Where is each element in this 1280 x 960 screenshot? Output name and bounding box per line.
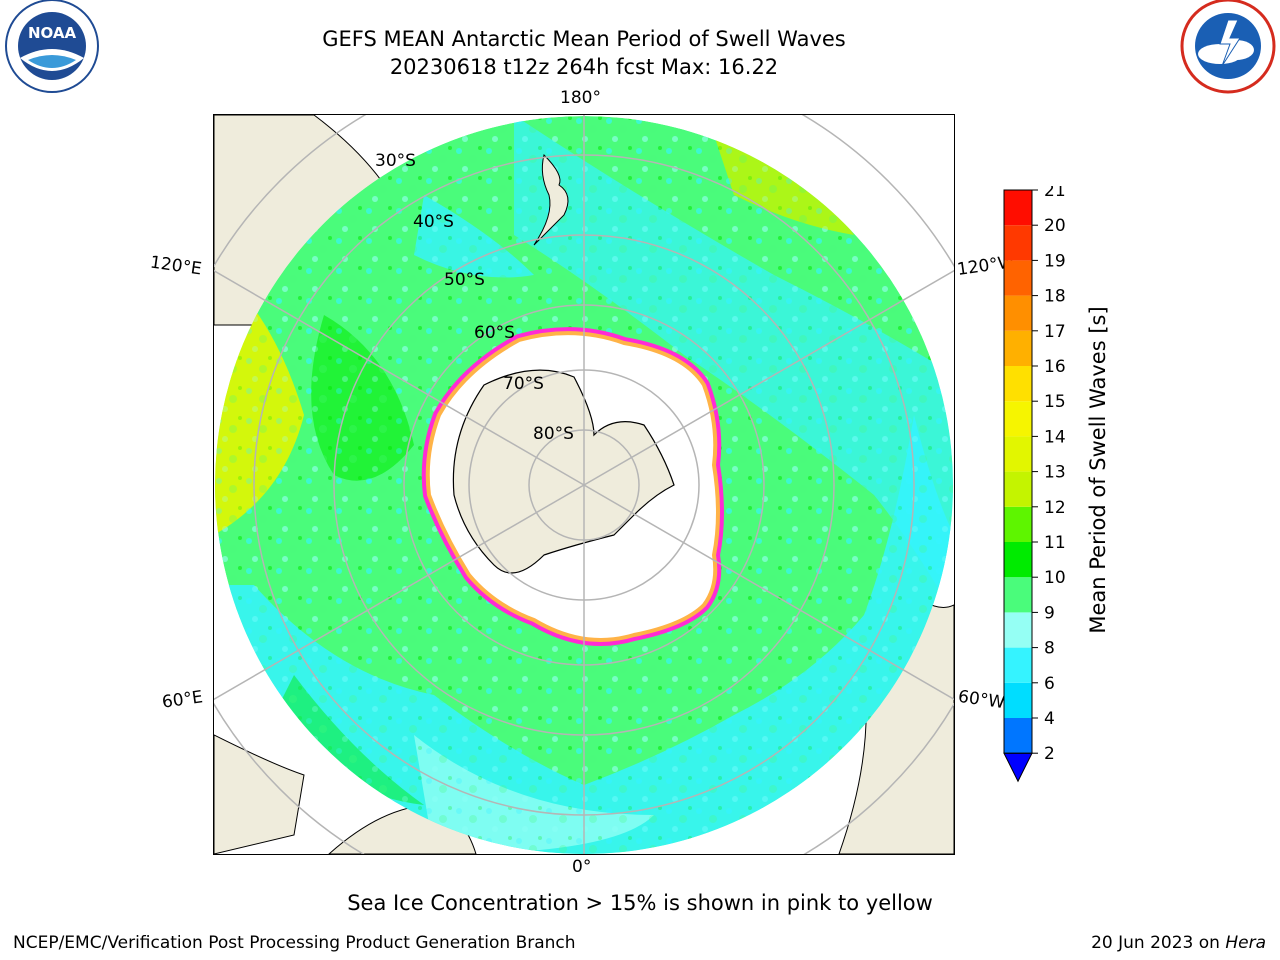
- lat-label-50s: 50°S: [444, 270, 485, 290]
- lat-label-30s: 30°S: [375, 151, 416, 171]
- colorbar-tick-label: 17: [1044, 322, 1066, 342]
- colorbar-tick-label: 21: [1044, 186, 1066, 201]
- colorbar: 2 4 6 8 9 10 11 12 13 14 15 16 17 18 19 20 21: [1003, 186, 1066, 783]
- colorbar-tick-label: 16: [1044, 357, 1066, 377]
- lat-label-80s: 80°S: [533, 424, 574, 444]
- colorbar-tick-label: 19: [1044, 251, 1066, 271]
- colorbar-extend-triangle: [1003, 752, 1033, 783]
- footer-machine: Hera: [1225, 933, 1266, 953]
- colorbar-segment: [1004, 260, 1032, 296]
- lon-label-180: 180°: [560, 88, 601, 108]
- lat-label-40s: 40°S: [413, 212, 454, 232]
- colorbar-segment: [1004, 682, 1032, 718]
- lat-label-70s: 70°S: [503, 374, 544, 394]
- lat-label-60s: 60°S: [474, 323, 515, 343]
- colorbar-tick-label: 4: [1044, 709, 1055, 729]
- antarctica-land: [452, 369, 675, 574]
- colorbar-tick-label: 13: [1044, 463, 1066, 483]
- colorbar-tick-label: 14: [1044, 427, 1066, 447]
- colorbar-tick-label: 9: [1044, 603, 1055, 623]
- colorbar-segment: [1004, 330, 1032, 366]
- colorbar-segment: [1004, 436, 1032, 472]
- colorbar-segment: [1004, 506, 1032, 542]
- colorbar-tick-label: 12: [1044, 498, 1066, 518]
- colorbar-tick-label: 20: [1044, 216, 1066, 236]
- noaa-logo: NOAA: [5, 0, 99, 93]
- colorbar-tick-label: 15: [1044, 392, 1066, 412]
- map-panel: [213, 114, 955, 855]
- polar-map: [214, 115, 954, 854]
- colorbar-segment: [1004, 612, 1032, 648]
- colorbar-segment: [1004, 366, 1032, 402]
- graticule: [214, 115, 954, 854]
- colorbar-label: Mean Period of Swell Waves [s]: [1086, 306, 1110, 634]
- colorbar-tick-label: 2: [1044, 744, 1055, 764]
- footer-date: 20 Jun 2023 on Hera: [1091, 933, 1266, 953]
- colorbar-tick-label: 10: [1044, 568, 1066, 588]
- colorbar-segment: [1004, 647, 1032, 683]
- chart-subtitle: 20230618 t12z 264h fcst Max: 16.22: [389, 55, 779, 79]
- colorbar-segment: [1004, 190, 1032, 226]
- lon-label-120e: 120°E: [148, 252, 203, 280]
- noaa-logo-text: NOAA: [28, 24, 77, 42]
- colorbar-tick-label: 6: [1044, 674, 1055, 694]
- colorbar-segment: [1004, 577, 1032, 613]
- colorbar-segment: [1004, 718, 1032, 754]
- nws-logo: [1180, 0, 1276, 94]
- colorbar-segment: [1004, 401, 1032, 437]
- lon-label-60e: 60°E: [160, 687, 205, 713]
- sea-ice-note: Sea Ice Concentration > 15% is shown in …: [347, 891, 933, 915]
- chart-title: GEFS MEAN Antarctic Mean Period of Swell…: [322, 27, 846, 51]
- colorbar-segment: [1004, 295, 1032, 331]
- footer-date-text: 20 Jun 2023 on: [1091, 933, 1226, 953]
- lon-label-60w: 60°W: [956, 686, 1007, 714]
- lon-label-0: 0°: [572, 857, 592, 877]
- colorbar-tick-label: 18: [1044, 287, 1066, 307]
- footer-credit: NCEP/EMC/Verification Post Processing Pr…: [13, 933, 576, 953]
- colorbar-segment: [1004, 542, 1032, 578]
- colorbar-tick-label: 11: [1044, 533, 1066, 553]
- colorbar-tick-label: 8: [1044, 639, 1055, 659]
- colorbar-segment: [1004, 225, 1032, 261]
- colorbar-segment: [1004, 471, 1032, 507]
